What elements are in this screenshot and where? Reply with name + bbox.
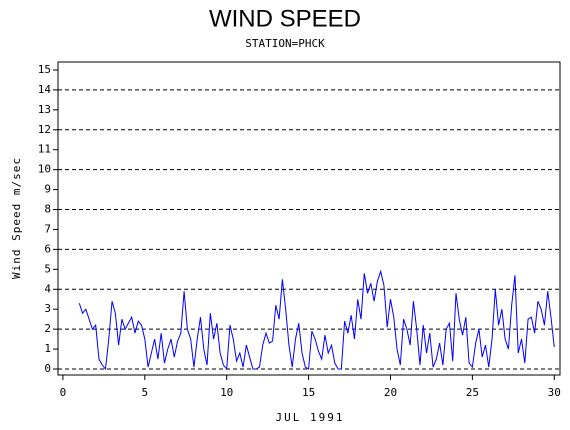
y-tick-label: 0 bbox=[44, 362, 51, 375]
chart-title: WIND SPEED bbox=[209, 5, 361, 32]
y-tick-label: 12 bbox=[38, 123, 51, 136]
y-tick-label: 14 bbox=[38, 83, 52, 96]
y-tick-label: 6 bbox=[44, 242, 51, 255]
y-tick-label: 4 bbox=[44, 282, 51, 295]
y-tick-label: 8 bbox=[44, 203, 51, 216]
y-tick-label: 1 bbox=[44, 342, 51, 355]
x-tick-label: 25 bbox=[466, 386, 479, 399]
y-tick-label: 2 bbox=[44, 322, 51, 335]
y-tick-label: 15 bbox=[38, 63, 51, 76]
x-tick-label: 20 bbox=[384, 386, 397, 399]
y-axis-label: Wind Speed m/sec bbox=[10, 157, 23, 279]
y-tick-label: 10 bbox=[38, 163, 51, 176]
x-tick-label: 30 bbox=[548, 386, 561, 399]
plot-frame bbox=[57, 61, 561, 376]
x-tick-label: 10 bbox=[220, 386, 233, 399]
chart-subtitle: STATION=PHCK bbox=[245, 37, 325, 50]
y-tick-label: 9 bbox=[44, 183, 51, 196]
x-tick-label: 5 bbox=[141, 386, 148, 399]
y-tick-label: 5 bbox=[44, 262, 51, 275]
y-tick-label: 7 bbox=[44, 222, 51, 235]
x-tick-label: 0 bbox=[60, 386, 67, 399]
x-axis-label: JUL 1991 bbox=[276, 411, 345, 424]
y-tick-label: 3 bbox=[44, 302, 51, 315]
y-tick-label: 11 bbox=[38, 143, 51, 156]
data-line bbox=[78, 269, 555, 371]
x-tick-label: 15 bbox=[302, 386, 315, 399]
y-tick-label: 13 bbox=[38, 103, 51, 116]
